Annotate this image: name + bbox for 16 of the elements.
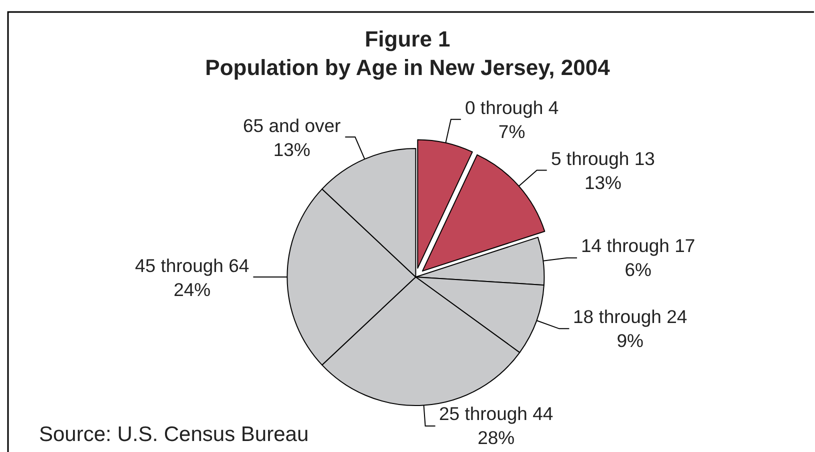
source-note: Source: U.S. Census Bureau — [39, 423, 309, 446]
slice-label: 25 through 44 — [439, 403, 554, 424]
data-label: 28% — [478, 427, 515, 448]
slice-label: 5 through 13 — [551, 148, 655, 169]
slice-label: 45 through 64 — [135, 255, 250, 276]
data-label: 13% — [584, 172, 622, 194]
data-label: 13% — [273, 139, 310, 160]
slice-label: 65 and over — [243, 115, 341, 136]
slice-label: 0 through 4 — [465, 97, 559, 118]
slice-label: 14 through 17 — [581, 235, 696, 256]
data-label: 24% — [174, 279, 211, 300]
slice-label: 18 through 24 — [573, 306, 688, 327]
data-label: 6% — [624, 259, 652, 280]
chart-title: Figure 1 Population by Age in New Jersey, 2004 — [205, 26, 611, 80]
data-label: 9% — [616, 330, 644, 352]
data-label: 7% — [498, 121, 526, 142]
